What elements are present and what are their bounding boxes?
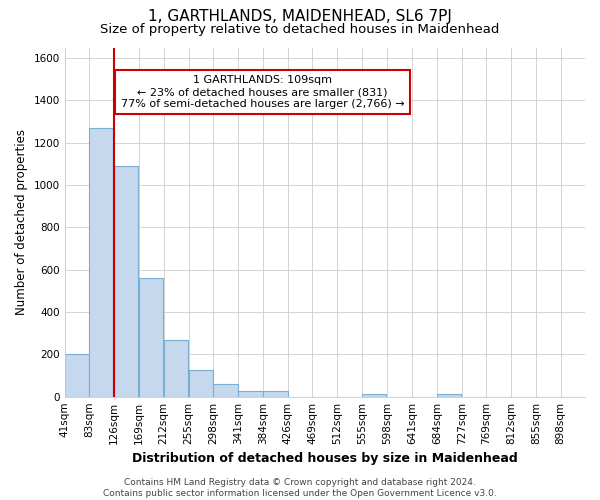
Bar: [362, 394, 386, 396]
Bar: [263, 392, 287, 396]
Y-axis label: Number of detached properties: Number of detached properties: [15, 129, 28, 315]
Bar: [65, 354, 89, 397]
X-axis label: Distribution of detached houses by size in Maidenhead: Distribution of detached houses by size …: [132, 452, 518, 465]
Bar: [139, 278, 163, 396]
Bar: [238, 392, 263, 396]
Bar: [164, 340, 188, 396]
Text: Size of property relative to detached houses in Maidenhead: Size of property relative to detached ho…: [100, 22, 500, 36]
Text: 1, GARTHLANDS, MAIDENHEAD, SL6 7PJ: 1, GARTHLANDS, MAIDENHEAD, SL6 7PJ: [148, 9, 452, 24]
Text: 1 GARTHLANDS: 109sqm
← 23% of detached houses are smaller (831)
77% of semi-deta: 1 GARTHLANDS: 109sqm ← 23% of detached h…: [121, 76, 404, 108]
Bar: [437, 394, 461, 396]
Bar: [89, 128, 113, 396]
Text: Contains HM Land Registry data © Crown copyright and database right 2024.
Contai: Contains HM Land Registry data © Crown c…: [103, 478, 497, 498]
Bar: [188, 370, 213, 396]
Bar: [214, 384, 238, 396]
Bar: [114, 166, 138, 396]
